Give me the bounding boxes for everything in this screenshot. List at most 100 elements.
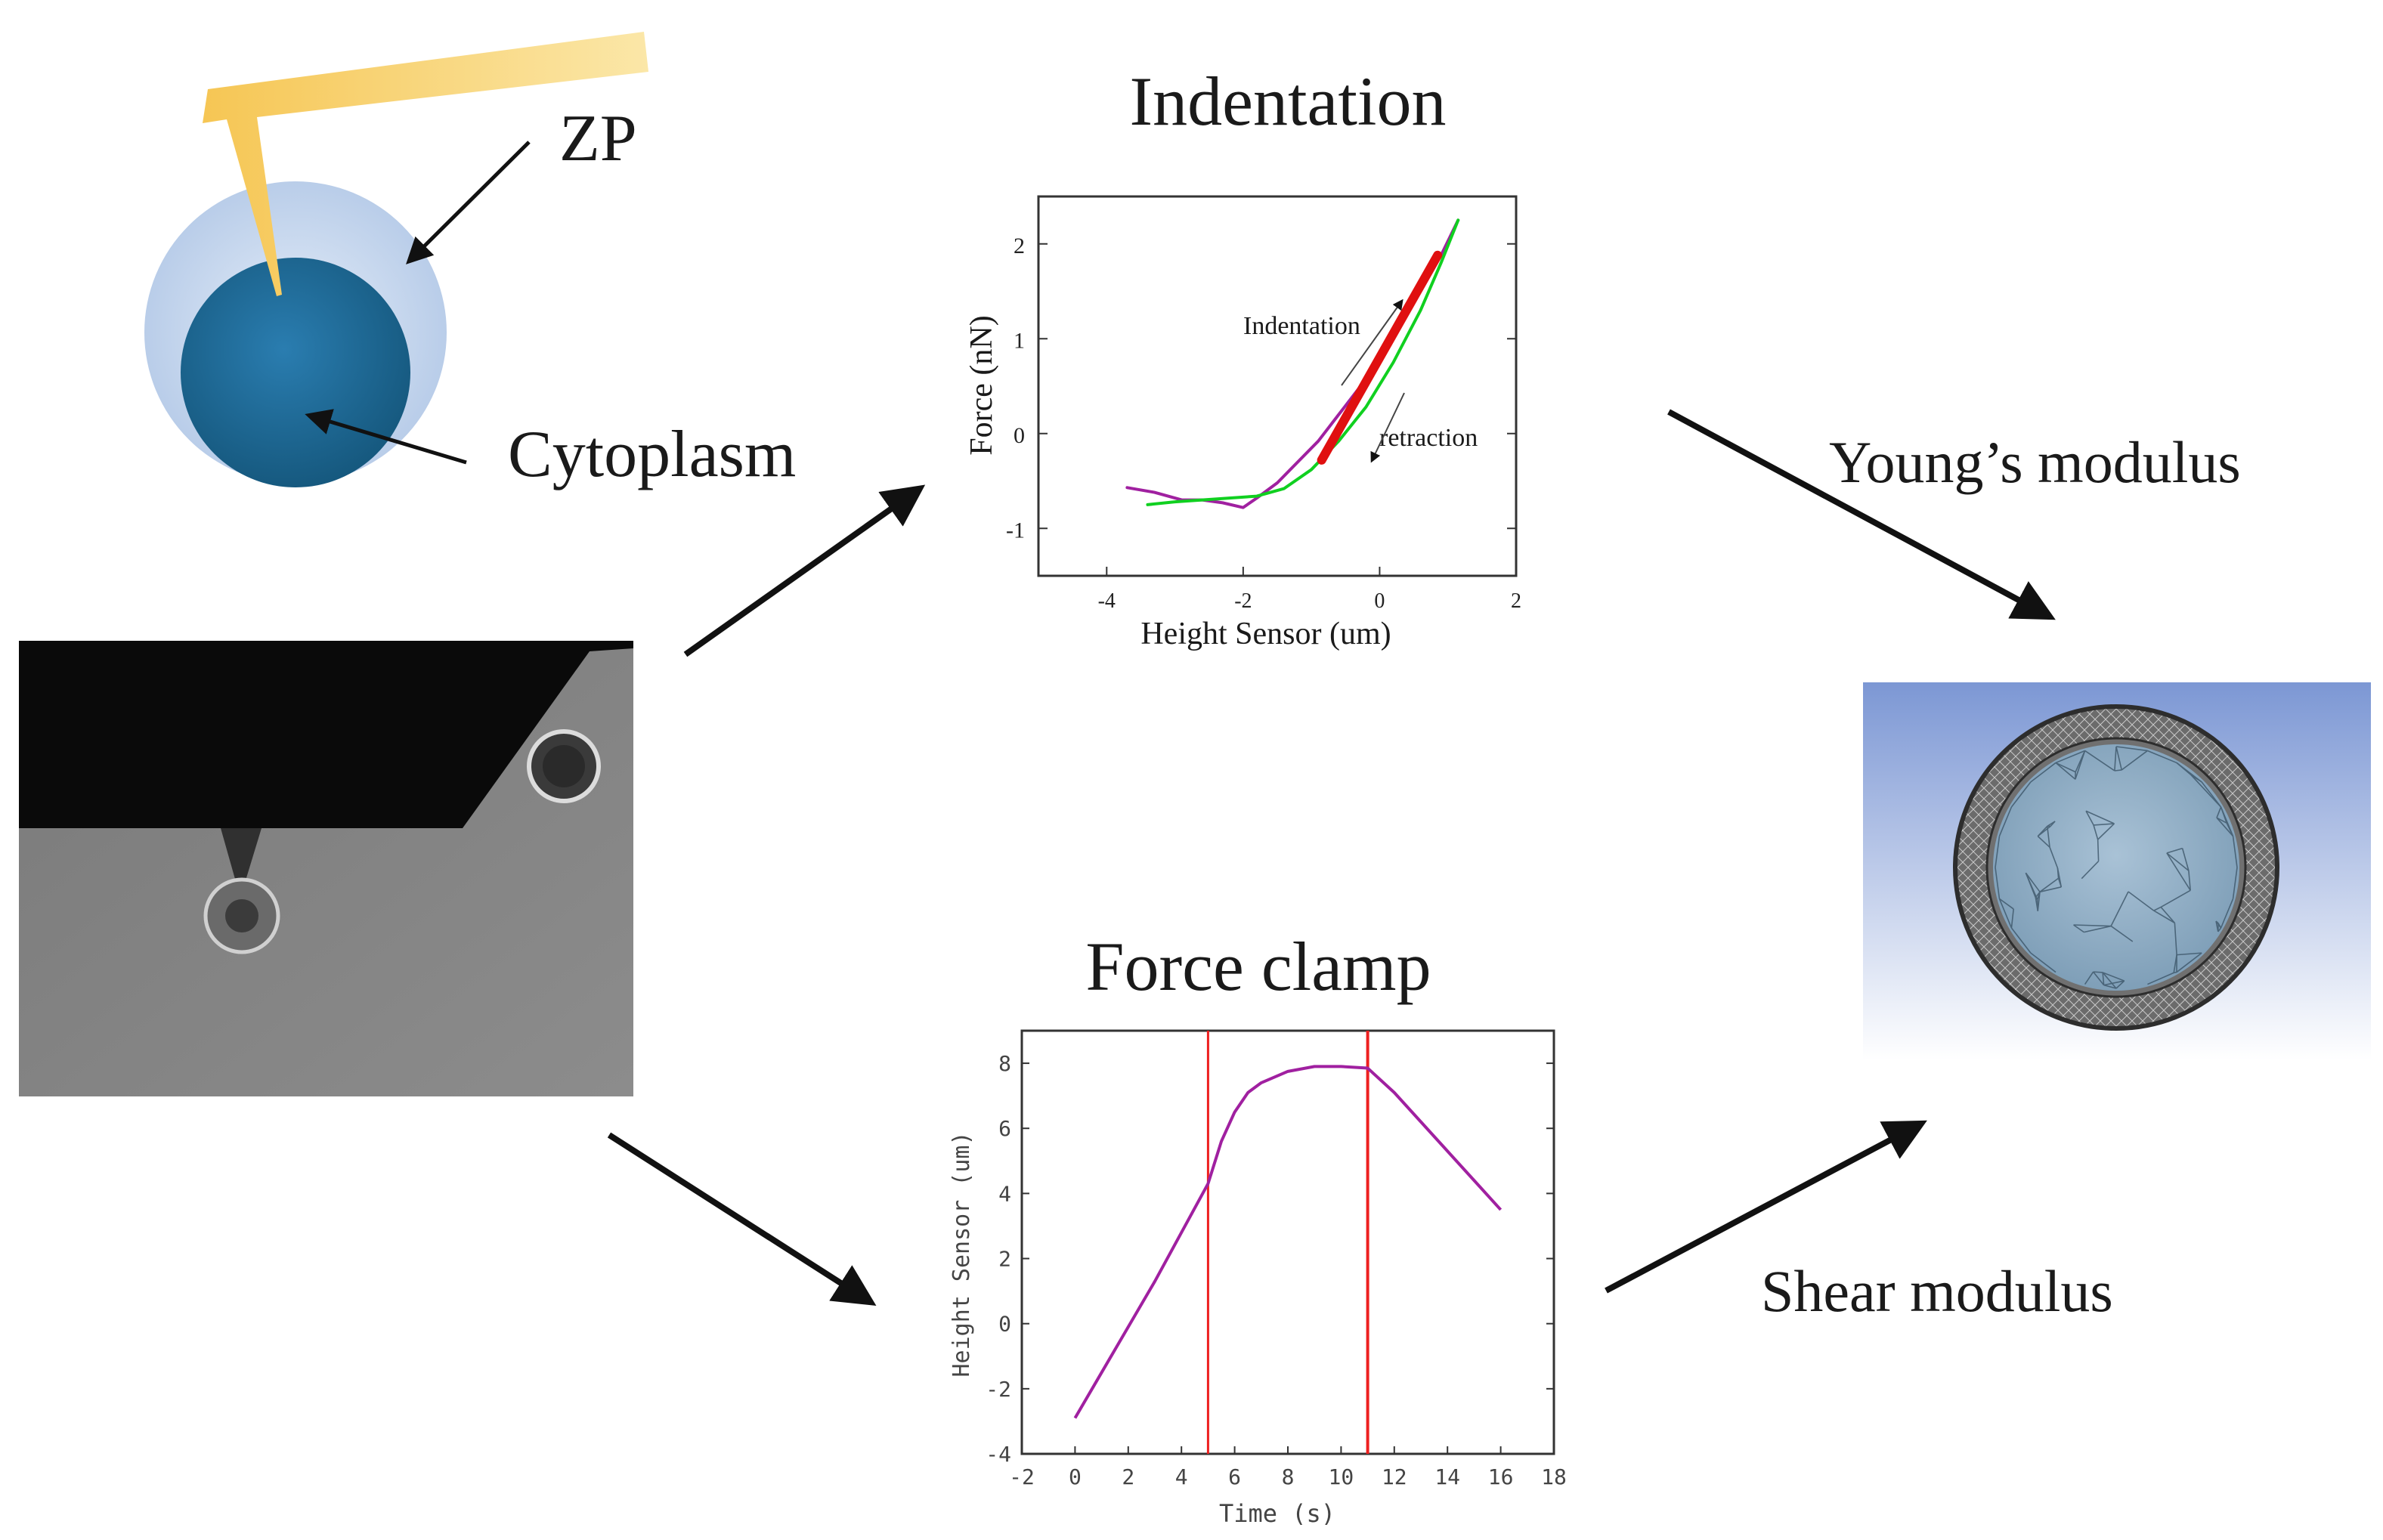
force-clamp-plot-frame <box>1020 1029 1555 1455</box>
fe-mesh-edge <box>2177 952 2202 956</box>
fe-mesh-edge <box>2115 746 2148 752</box>
force-clamp-xtick-label: 14 <box>1434 1464 1460 1489</box>
fe-mesh-edge <box>2084 971 2094 985</box>
fe-mesh-edge <box>2010 927 2032 954</box>
fe-mesh-edge <box>2166 852 2191 891</box>
force-clamp-xtick-label: 8 <box>1282 1464 1295 1489</box>
fe-mesh-edge <box>2025 872 2041 892</box>
fe-mesh-edge <box>2160 889 2191 908</box>
fe-mesh-edge <box>2084 750 2115 772</box>
fe-mesh-edge <box>2110 925 2134 942</box>
fe-mesh-edge <box>2093 971 2103 973</box>
indentation-xtick-label: 2 <box>1511 589 1521 613</box>
indentation-ytick-label: 2 <box>1014 233 1025 258</box>
force-clamp-ytick-label: 8 <box>998 1051 1011 1076</box>
fe-mesh-edge <box>2147 972 2174 985</box>
indentation-annotation-retraction: retraction <box>1379 424 1478 452</box>
fe-mesh-edge <box>2128 891 2155 911</box>
fe-mesh-edge <box>2073 924 2084 933</box>
indentation-xtick-label: 0 <box>1374 589 1385 613</box>
force-clamp-chart-title: Force clamp <box>1085 928 1431 1005</box>
force-clamp-xtick-label: 4 <box>1175 1464 1188 1489</box>
fe-mesh-edge <box>2037 825 2048 837</box>
fe-mesh-edge <box>2055 762 2076 780</box>
force-clamp-xtick-label: 18 <box>1541 1464 1567 1489</box>
fe-mesh-edge <box>2093 971 2105 986</box>
fe-mesh-edge <box>2160 906 2175 923</box>
flow-arrow-youngs <box>1667 409 2056 620</box>
microscope-image <box>19 641 633 1096</box>
fe-mesh-edge <box>2081 861 2100 880</box>
indentation-retract-curve <box>1146 218 1460 506</box>
fe-mesh-edge <box>2147 750 2177 764</box>
fe-mesh-edge <box>2085 810 2094 826</box>
fe-mesh-edge <box>2153 906 2162 911</box>
flow-arrow-shear <box>1605 1120 1927 1294</box>
fe-mesh-edge <box>2097 839 2100 861</box>
fe-mesh-edge <box>2037 892 2041 911</box>
force-clamp-ytick-label: -2 <box>986 1377 1011 1402</box>
fe-mesh-edge <box>2110 891 2129 926</box>
fe-mesh-model <box>1863 682 2371 1060</box>
youngs-modulus-label: Young’s modulus <box>1829 429 2241 495</box>
fe-mesh-edge <box>2201 781 2222 808</box>
fe-mesh-edge <box>2217 927 2222 932</box>
force-clamp-xtick-label: 10 <box>1329 1464 1354 1489</box>
fe-mesh-edge <box>2176 762 2202 783</box>
fe-mesh-edge <box>2166 852 2190 871</box>
indentation-ytick-label: 0 <box>1014 423 1025 448</box>
fe-mesh-edge <box>2232 836 2238 868</box>
indentation-xlabel: Height Sensor (um) <box>1140 617 1391 651</box>
fe-mesh-edge <box>2102 972 2125 982</box>
indentation-annotation-indentation: Indentation <box>1243 312 1360 340</box>
fe-mesh-edge <box>2188 871 2191 891</box>
fe-mesh-edge <box>2114 746 2117 772</box>
fe-mesh-edge <box>1998 898 2014 910</box>
fe-mesh-edge <box>2047 821 2056 827</box>
force-clamp-xtick-label: 0 <box>1069 1464 1082 1489</box>
fe-mesh-edge <box>2030 952 2056 973</box>
fe-mesh-edge <box>2121 750 2148 771</box>
indentation-retract-arrow <box>1370 392 1405 463</box>
cantilever-shadow <box>19 641 633 828</box>
force-clamp-xtick-label: 12 <box>1382 1464 1407 1489</box>
fe-mesh-edge <box>2114 769 2122 772</box>
indentation-ytick-label: 1 <box>1014 328 1025 353</box>
indentation-approach-arrow <box>1341 298 1403 386</box>
fe-mesh-edge <box>2055 762 2076 773</box>
indentation-ytick-label: -1 <box>1006 518 1025 543</box>
fe-mesh-edge <box>2103 984 2117 989</box>
indentation-plot-frame <box>1037 195 1518 577</box>
force-clamp-xtick-label: -2 <box>1009 1464 1035 1489</box>
force-clamp-xtick-label: 6 <box>1228 1464 1241 1489</box>
fe-mesh-edge <box>2030 762 2056 783</box>
indentation-chart-title: Indentation <box>1130 63 1447 140</box>
fe-mesh-edge <box>2093 824 2099 840</box>
probe-tip <box>221 828 262 898</box>
fe-mesh-edge <box>2102 972 2117 989</box>
indentation-chart: Indentation -1 0 1 2 -4 -2 0 2 Height Sensor (… <box>964 63 1521 651</box>
fe-mesh-edge <box>2216 817 2234 837</box>
indentation-ylabel: Force (nN) <box>964 315 999 455</box>
fe-mesh-edge <box>2115 980 2125 989</box>
shear-modulus-label: Shear modulus <box>1761 1258 2113 1324</box>
indentation-xtick-label: -4 <box>1098 589 1116 613</box>
force-clamp-ytick-label: 6 <box>998 1116 1011 1141</box>
zp-label: ZP <box>559 102 637 175</box>
fe-mesh-edge <box>2216 806 2222 818</box>
fe-mesh-edge <box>2073 924 2112 927</box>
fe-mesh-edge <box>2025 872 2038 900</box>
cytoplasm-pointer-arrow <box>305 409 467 465</box>
fe-mesh-edge <box>2190 775 2222 808</box>
fe-mesh-edge <box>2216 817 2227 824</box>
fe-mesh-edge <box>2055 750 2085 764</box>
fe-mesh-edge <box>2010 781 2032 808</box>
force-clamp-xtick-label: 2 <box>1122 1464 1134 1489</box>
fe-mesh-edge <box>2010 908 2014 929</box>
indentation-approach-curve <box>1125 218 1460 509</box>
fe-mesh-edge <box>2166 847 2183 854</box>
fe-mesh-edge <box>1998 806 2013 836</box>
fe-cytoplasm-core <box>1993 744 2239 991</box>
fe-mesh-edge <box>2232 867 2238 899</box>
force-clamp-ytick-label: 0 <box>998 1312 1011 1337</box>
